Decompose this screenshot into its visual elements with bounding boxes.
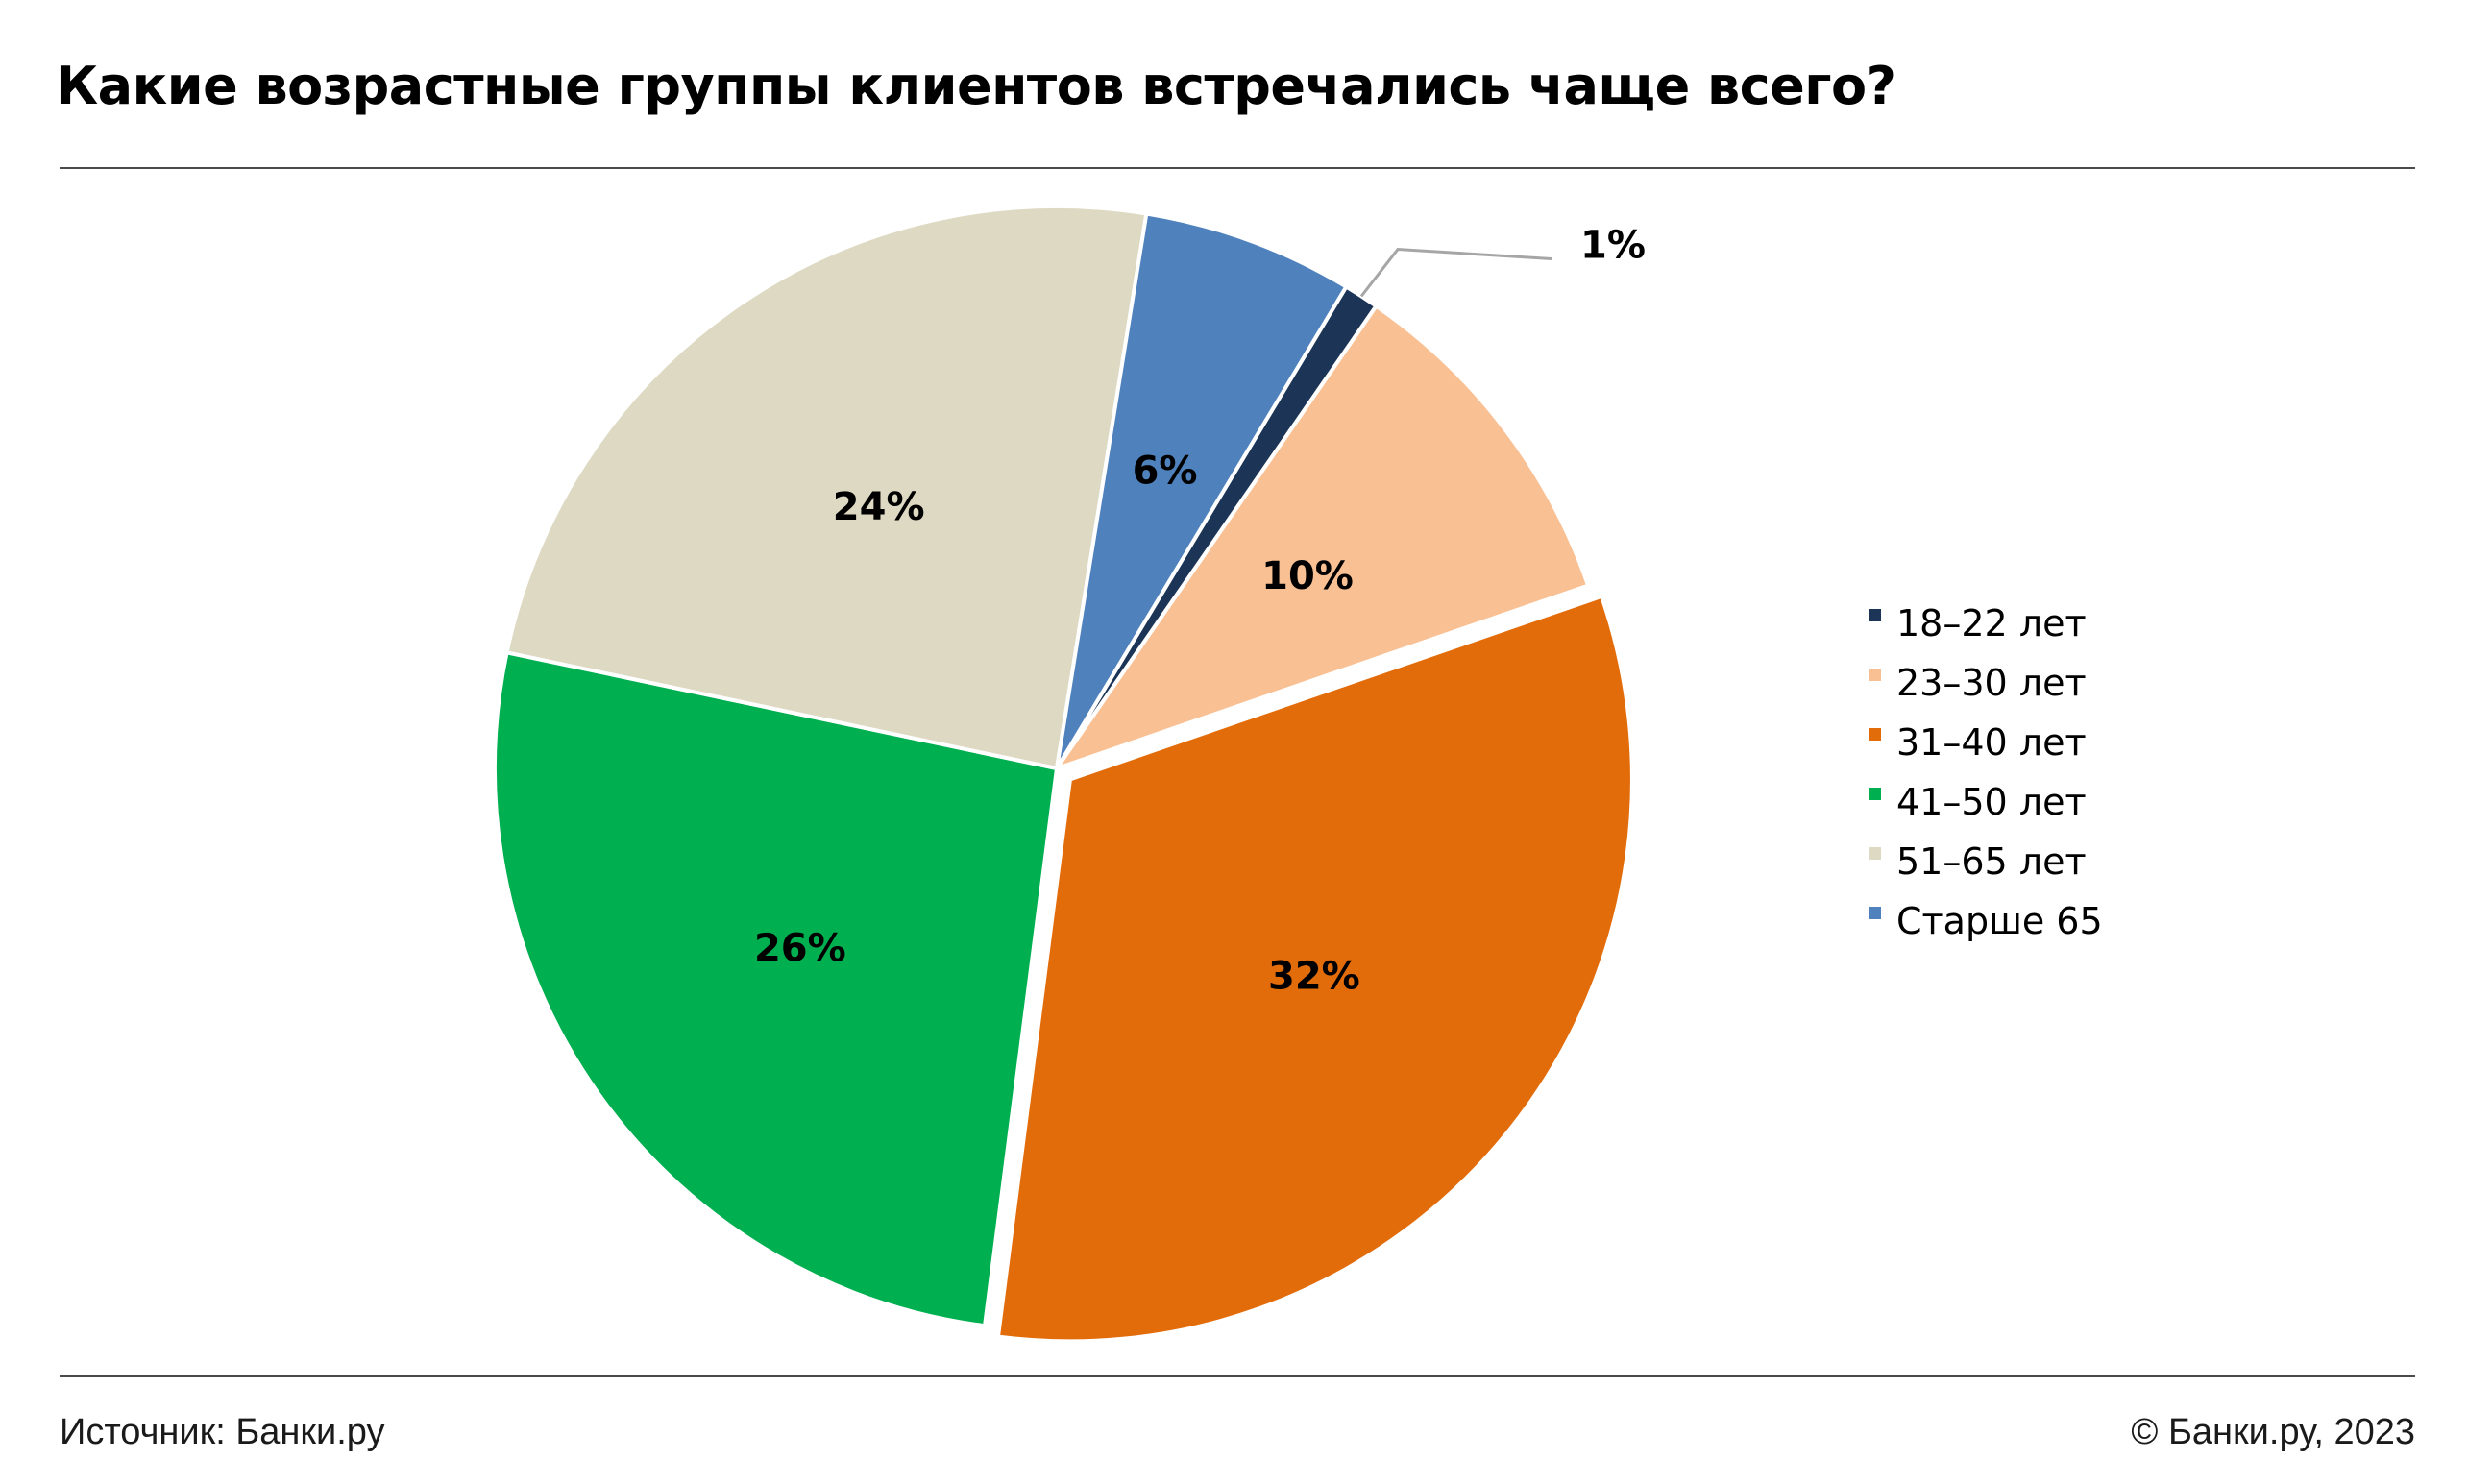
page-title: Какие возрастные группы клиентов встреча… [56, 56, 1896, 116]
footer-divider [60, 1375, 2415, 1377]
legend-swatch [1869, 906, 1881, 919]
slice-value-label: 1% [1580, 224, 1646, 268]
slice-value-label: 32% [1268, 954, 1360, 998]
legend-swatch [1869, 727, 1881, 741]
legend-swatch [1869, 846, 1881, 860]
pie-slice [1051, 303, 1591, 772]
chart-legend: 18–22 лет 23–30 лет 31–40 лет 41–50 лет 51–6… [1869, 594, 2103, 951]
legend-item: Старше 65 [1869, 891, 2103, 951]
legend-label: 23–30 лет [1896, 662, 2087, 704]
legend-item: 51–65 лет [1869, 832, 2103, 891]
legend-swatch [1869, 608, 1881, 621]
legend-item: 31–40 лет [1869, 713, 2103, 772]
slice-value-label: 26% [754, 927, 846, 971]
pie-slice [504, 205, 1149, 771]
legend-swatch [1869, 787, 1881, 800]
legend-label: 31–40 лет [1896, 721, 2087, 764]
legend-label: Старше 65 [1896, 900, 2103, 942]
legend-label: 18–22 лет [1896, 602, 2087, 645]
leader-line [1359, 247, 1552, 298]
legend-item: 41–50 лет [1869, 772, 2103, 832]
legend-label: 51–65 лет [1896, 840, 2087, 883]
slice-value-label: 6% [1133, 449, 1198, 493]
legend-item: 23–30 лет [1869, 653, 2103, 713]
legend-label: 41–50 лет [1896, 781, 2087, 823]
pie-slice [995, 594, 1634, 1344]
legend-item: 18–22 лет [1869, 594, 2103, 653]
copyright-note: © Банки.ру, 2023 [2131, 1412, 2415, 1452]
pie-slice [492, 649, 1060, 1328]
slice-value-label: 10% [1261, 554, 1354, 598]
slice-value-label: 24% [833, 485, 925, 529]
pie-slice [1055, 211, 1350, 770]
legend-swatch [1869, 668, 1881, 681]
source-note: Источник: Банки.ру [60, 1412, 385, 1452]
title-divider [60, 167, 2415, 169]
